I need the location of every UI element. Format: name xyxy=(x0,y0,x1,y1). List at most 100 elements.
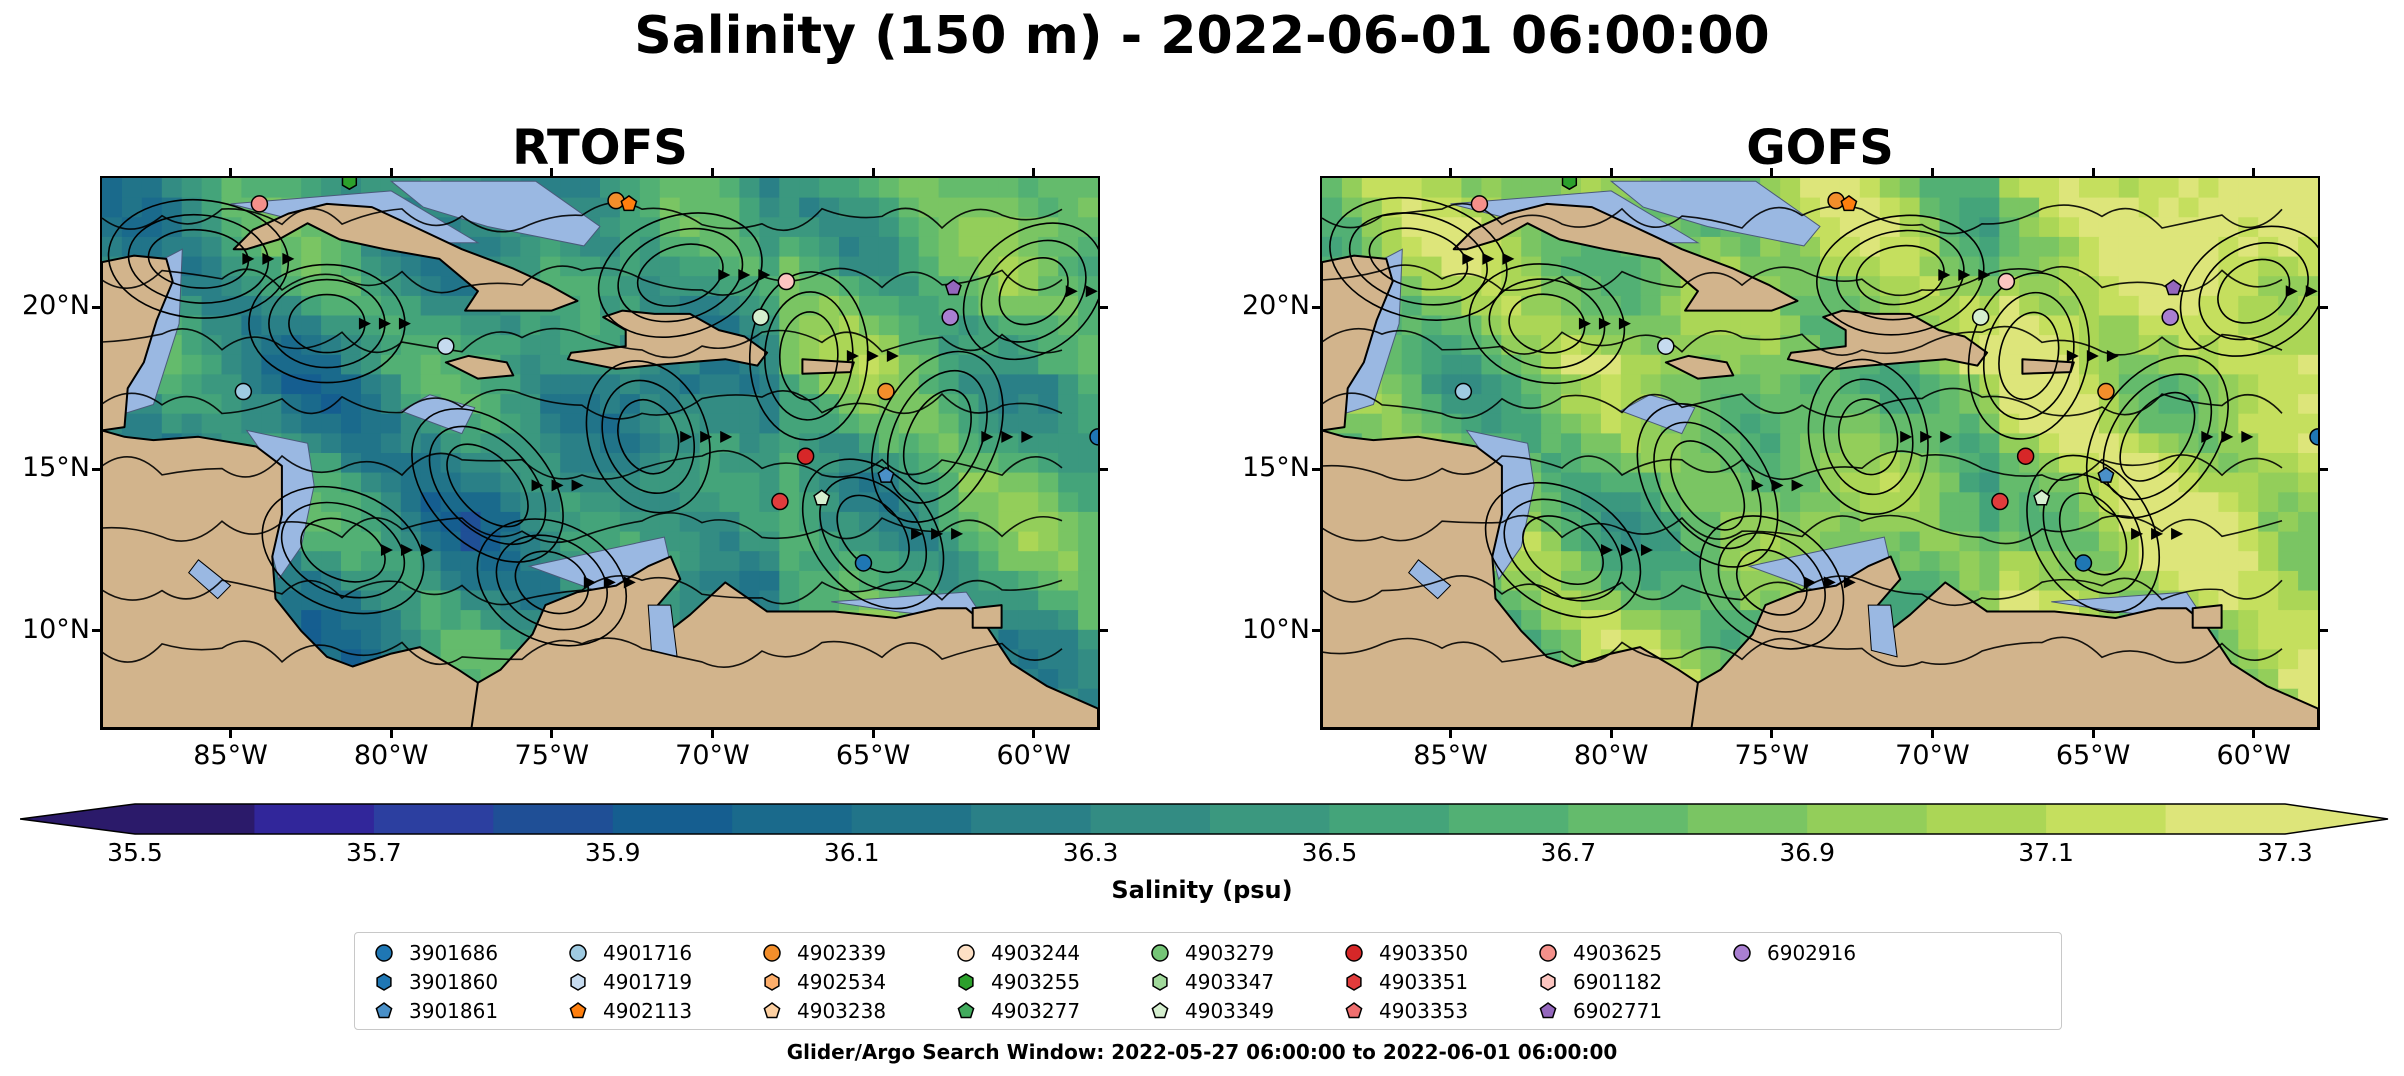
panel-title-rtofs: RTOFS xyxy=(512,120,688,176)
colorbar-segment xyxy=(1568,804,1689,834)
figure-title: Salinity (150 m) - 2022-06-01 06:00:00 xyxy=(634,6,1770,66)
legend-label: 4903350 xyxy=(1379,941,1469,965)
lon-tick-label: 70°W xyxy=(1895,740,1970,771)
lon-tick-mark xyxy=(2091,728,2095,738)
lon-tick-mark xyxy=(2091,168,2095,178)
circle-marker-icon xyxy=(1151,944,1169,962)
circle-marker-icon xyxy=(763,944,781,962)
float-marker xyxy=(1454,382,1473,401)
lon-tick-label: 85°W xyxy=(193,740,268,771)
colorbar-tick-label: 35.9 xyxy=(584,838,641,867)
float-markers xyxy=(1454,178,2318,572)
lon-tick-label: 60°W xyxy=(996,740,1072,771)
float-marker xyxy=(1840,194,1858,212)
float-legend: 3901686 3901860 3901861 4901716 4901719 49021… xyxy=(354,932,2062,1030)
legend-label: 4901716 xyxy=(603,941,693,965)
hexagon-marker-icon xyxy=(1346,973,1362,991)
colorbar xyxy=(20,803,2389,835)
float-marker xyxy=(796,447,815,465)
colorbar-segment xyxy=(612,804,733,834)
legend-entry: 4902534 xyxy=(761,970,886,994)
legend-entry: 4903279 xyxy=(1149,941,1274,965)
lat-tick-mark xyxy=(1312,629,1322,633)
search-window-note: Glider/Argo Search Window: 2022-05-27 06… xyxy=(786,1040,1618,1064)
legend-label: 4903277 xyxy=(991,999,1081,1023)
lat-tick-label: 20°N xyxy=(1241,290,1310,322)
float-marker xyxy=(2161,308,2179,326)
float-marker xyxy=(2309,428,2318,446)
colorbar-segment xyxy=(373,804,494,834)
lat-tick-mark xyxy=(2318,305,2328,309)
lon-tick-mark xyxy=(1032,728,1036,738)
lat-tick-label: 15°N xyxy=(1241,452,1310,484)
legend-entry: 3901686 xyxy=(373,941,498,965)
lon-tick-label: 80°W xyxy=(1573,740,1649,771)
legend-entry: 4902339 xyxy=(761,941,886,965)
lon-tick-mark xyxy=(2252,168,2256,178)
legend-entry: 4903238 xyxy=(761,999,886,1023)
float-marker xyxy=(777,272,796,291)
lon-tick-label: 85°W xyxy=(1413,740,1488,771)
legend-label: 4903349 xyxy=(1185,999,1275,1023)
legend-label: 4901719 xyxy=(603,970,693,994)
lon-tick-label: 75°W xyxy=(514,740,590,771)
float-marker xyxy=(1997,272,2016,291)
current-streamlines xyxy=(102,198,1098,668)
colorbar-segment xyxy=(851,804,972,834)
map-panel-gofs[interactable] xyxy=(1320,176,2320,730)
colorbar-segment xyxy=(1210,804,1330,834)
lon-tick-mark xyxy=(229,168,233,178)
colorbar-segment xyxy=(1687,804,1808,834)
legend-entry: 6901182 xyxy=(1537,970,1662,994)
colorbar-tick-label: 36.3 xyxy=(1062,838,1119,867)
hexagon-marker-icon xyxy=(958,973,974,991)
lat-tick-mark xyxy=(92,629,102,633)
salinity-map-gofs xyxy=(1322,178,2318,728)
colorbar-segment xyxy=(2165,804,2286,834)
legend-entry: 4903351 xyxy=(1343,970,1468,994)
float-marker xyxy=(1971,308,1990,326)
float-marker xyxy=(2097,382,2115,401)
lat-tick-label: 10°N xyxy=(21,613,90,645)
legend-label: 4903347 xyxy=(1185,970,1275,994)
land-south-america xyxy=(470,555,1098,728)
float-marker xyxy=(877,382,895,401)
colorbar-extend-min xyxy=(20,804,135,834)
legend-entry: 4903349 xyxy=(1149,999,1274,1023)
map-panel-rtofs[interactable] xyxy=(100,176,1100,730)
circle-marker-icon xyxy=(1345,944,1363,962)
float-marker xyxy=(1470,195,1489,213)
colorbar-segment xyxy=(1090,804,1211,834)
land-trinidad xyxy=(2191,604,2223,629)
lon-tick-mark xyxy=(1032,168,1036,178)
float-markers xyxy=(234,178,1098,572)
pentagon-marker-icon xyxy=(1539,1002,1557,1019)
legend-label: 4903279 xyxy=(1185,941,1275,965)
legend-label: 4902534 xyxy=(797,970,887,994)
colorbar-tick-label: 37.1 xyxy=(2018,838,2074,867)
colorbar-segment xyxy=(254,804,375,834)
lat-tick-mark xyxy=(1312,467,1322,471)
land-puerto-rico xyxy=(2021,358,2075,375)
colorbar-tick-label: 36.5 xyxy=(1301,838,1358,867)
legend-entry: 3901860 xyxy=(373,970,498,994)
legend-entry: 4903277 xyxy=(955,999,1080,1023)
legend-label: 3901860 xyxy=(409,970,499,994)
lat-tick-mark xyxy=(92,467,102,471)
lon-tick-mark xyxy=(871,168,875,178)
circle-marker-icon xyxy=(957,944,975,962)
hexagon-marker-icon xyxy=(764,973,780,991)
float-marker xyxy=(1089,428,1098,446)
pentagon-marker-icon xyxy=(1151,1002,1169,1019)
float-marker xyxy=(250,195,269,213)
lon-tick-mark xyxy=(1609,168,1613,178)
colorbar-extend-max xyxy=(2285,804,2388,834)
colorbar-tick-label: 36.9 xyxy=(1779,838,1836,867)
lon-tick-label: 60°W xyxy=(2216,740,2292,771)
float-marker xyxy=(941,308,959,326)
circle-marker-icon xyxy=(375,944,393,962)
hexagon-marker-icon xyxy=(376,973,392,991)
lat-tick-mark xyxy=(1098,305,1108,309)
float-marker xyxy=(2097,466,2115,483)
salinity-map-rtofs xyxy=(102,178,1098,728)
